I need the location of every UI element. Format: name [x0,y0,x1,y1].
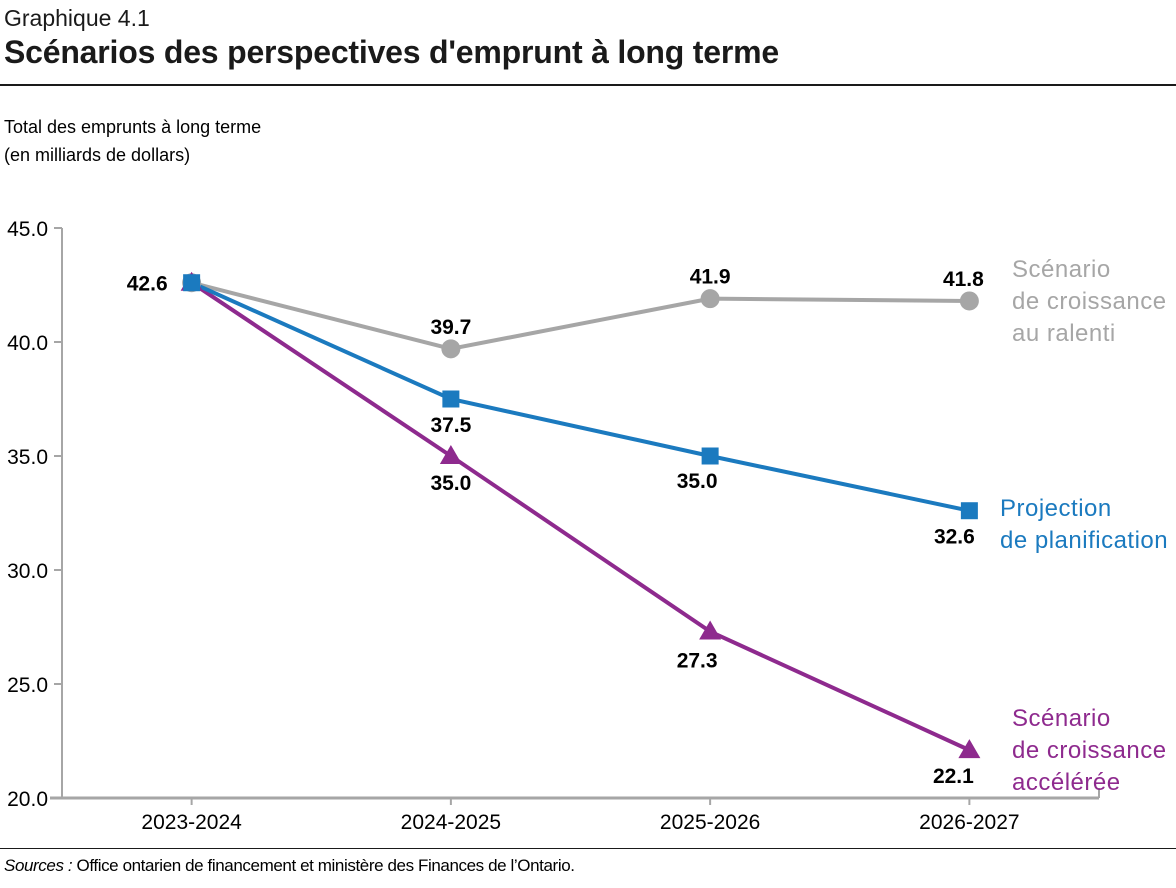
triangle-marker [439,445,462,464]
series-legend-label-3: Scénario de croissance accélérée [1012,705,1167,796]
x-axis-tick-label: 2025-2026 [660,811,760,834]
figure-number: Graphique 4.1 [4,5,150,31]
title-divider [0,84,1176,86]
y-axis-tick-label: 30.0 [7,560,48,583]
circle-marker [959,291,979,311]
triangle-marker [958,739,981,759]
data-label: 32.6 [934,526,975,549]
x-axis-tick-label: 2026-2027 [919,811,1019,834]
data-label: 41.9 [690,266,731,289]
series-line-1 [191,280,970,351]
square-marker [442,390,460,408]
source-line: Sources : Office ontarien de financement… [4,856,575,876]
square-marker [701,447,719,465]
series-line-3 [190,281,971,752]
series-legend-label-1: Scénario de croissance au ralenti [1012,256,1167,347]
source-label: Sources : [4,856,73,875]
series-line-2 [190,280,970,513]
y-axis-tick-label: 20.0 [7,788,48,811]
data-label: 37.5 [430,414,471,437]
x-axis-tick-label: 2024-2025 [401,811,501,834]
y-axis-tick-label: 45.0 [7,218,48,241]
y-axis-tick-label: 25.0 [7,674,48,697]
square-marker [960,502,978,520]
data-label: 39.7 [430,316,471,339]
square-marker [183,274,201,292]
chart-title: Scénarios des perspectives d'emprunt à l… [4,34,779,70]
data-label: 42.6 [127,273,168,296]
y-axis-tick-label: 40.0 [7,332,48,355]
y-axis-title: Total des emprunts à long terme (en mill… [4,113,261,169]
line-chart: 45.0 40.0 35.0 30.0 25.0 20.0 2023-2024 2024-20… [7,218,1168,834]
data-label: 22.1 [933,765,974,788]
source-text: Office ontarien de financement et minist… [76,856,575,875]
triangle-marker [699,620,722,640]
data-label: 35.0 [430,472,471,495]
source-divider [0,848,1176,849]
y-axis-title-line2: (en milliards de dollars) [4,145,191,165]
y-axis-tick-label: 35.0 [7,446,48,469]
circle-marker [441,339,461,359]
data-label: 27.3 [677,650,718,673]
data-label: 41.8 [943,268,984,291]
circle-marker [700,289,720,309]
data-label: 35.0 [677,470,718,493]
series-legend-label-2: Projection de planification [1000,495,1168,554]
y-axis-title-line1: Total des emprunts à long terme [4,117,262,137]
x-axis-tick-label: 2023-2024 [141,811,242,834]
